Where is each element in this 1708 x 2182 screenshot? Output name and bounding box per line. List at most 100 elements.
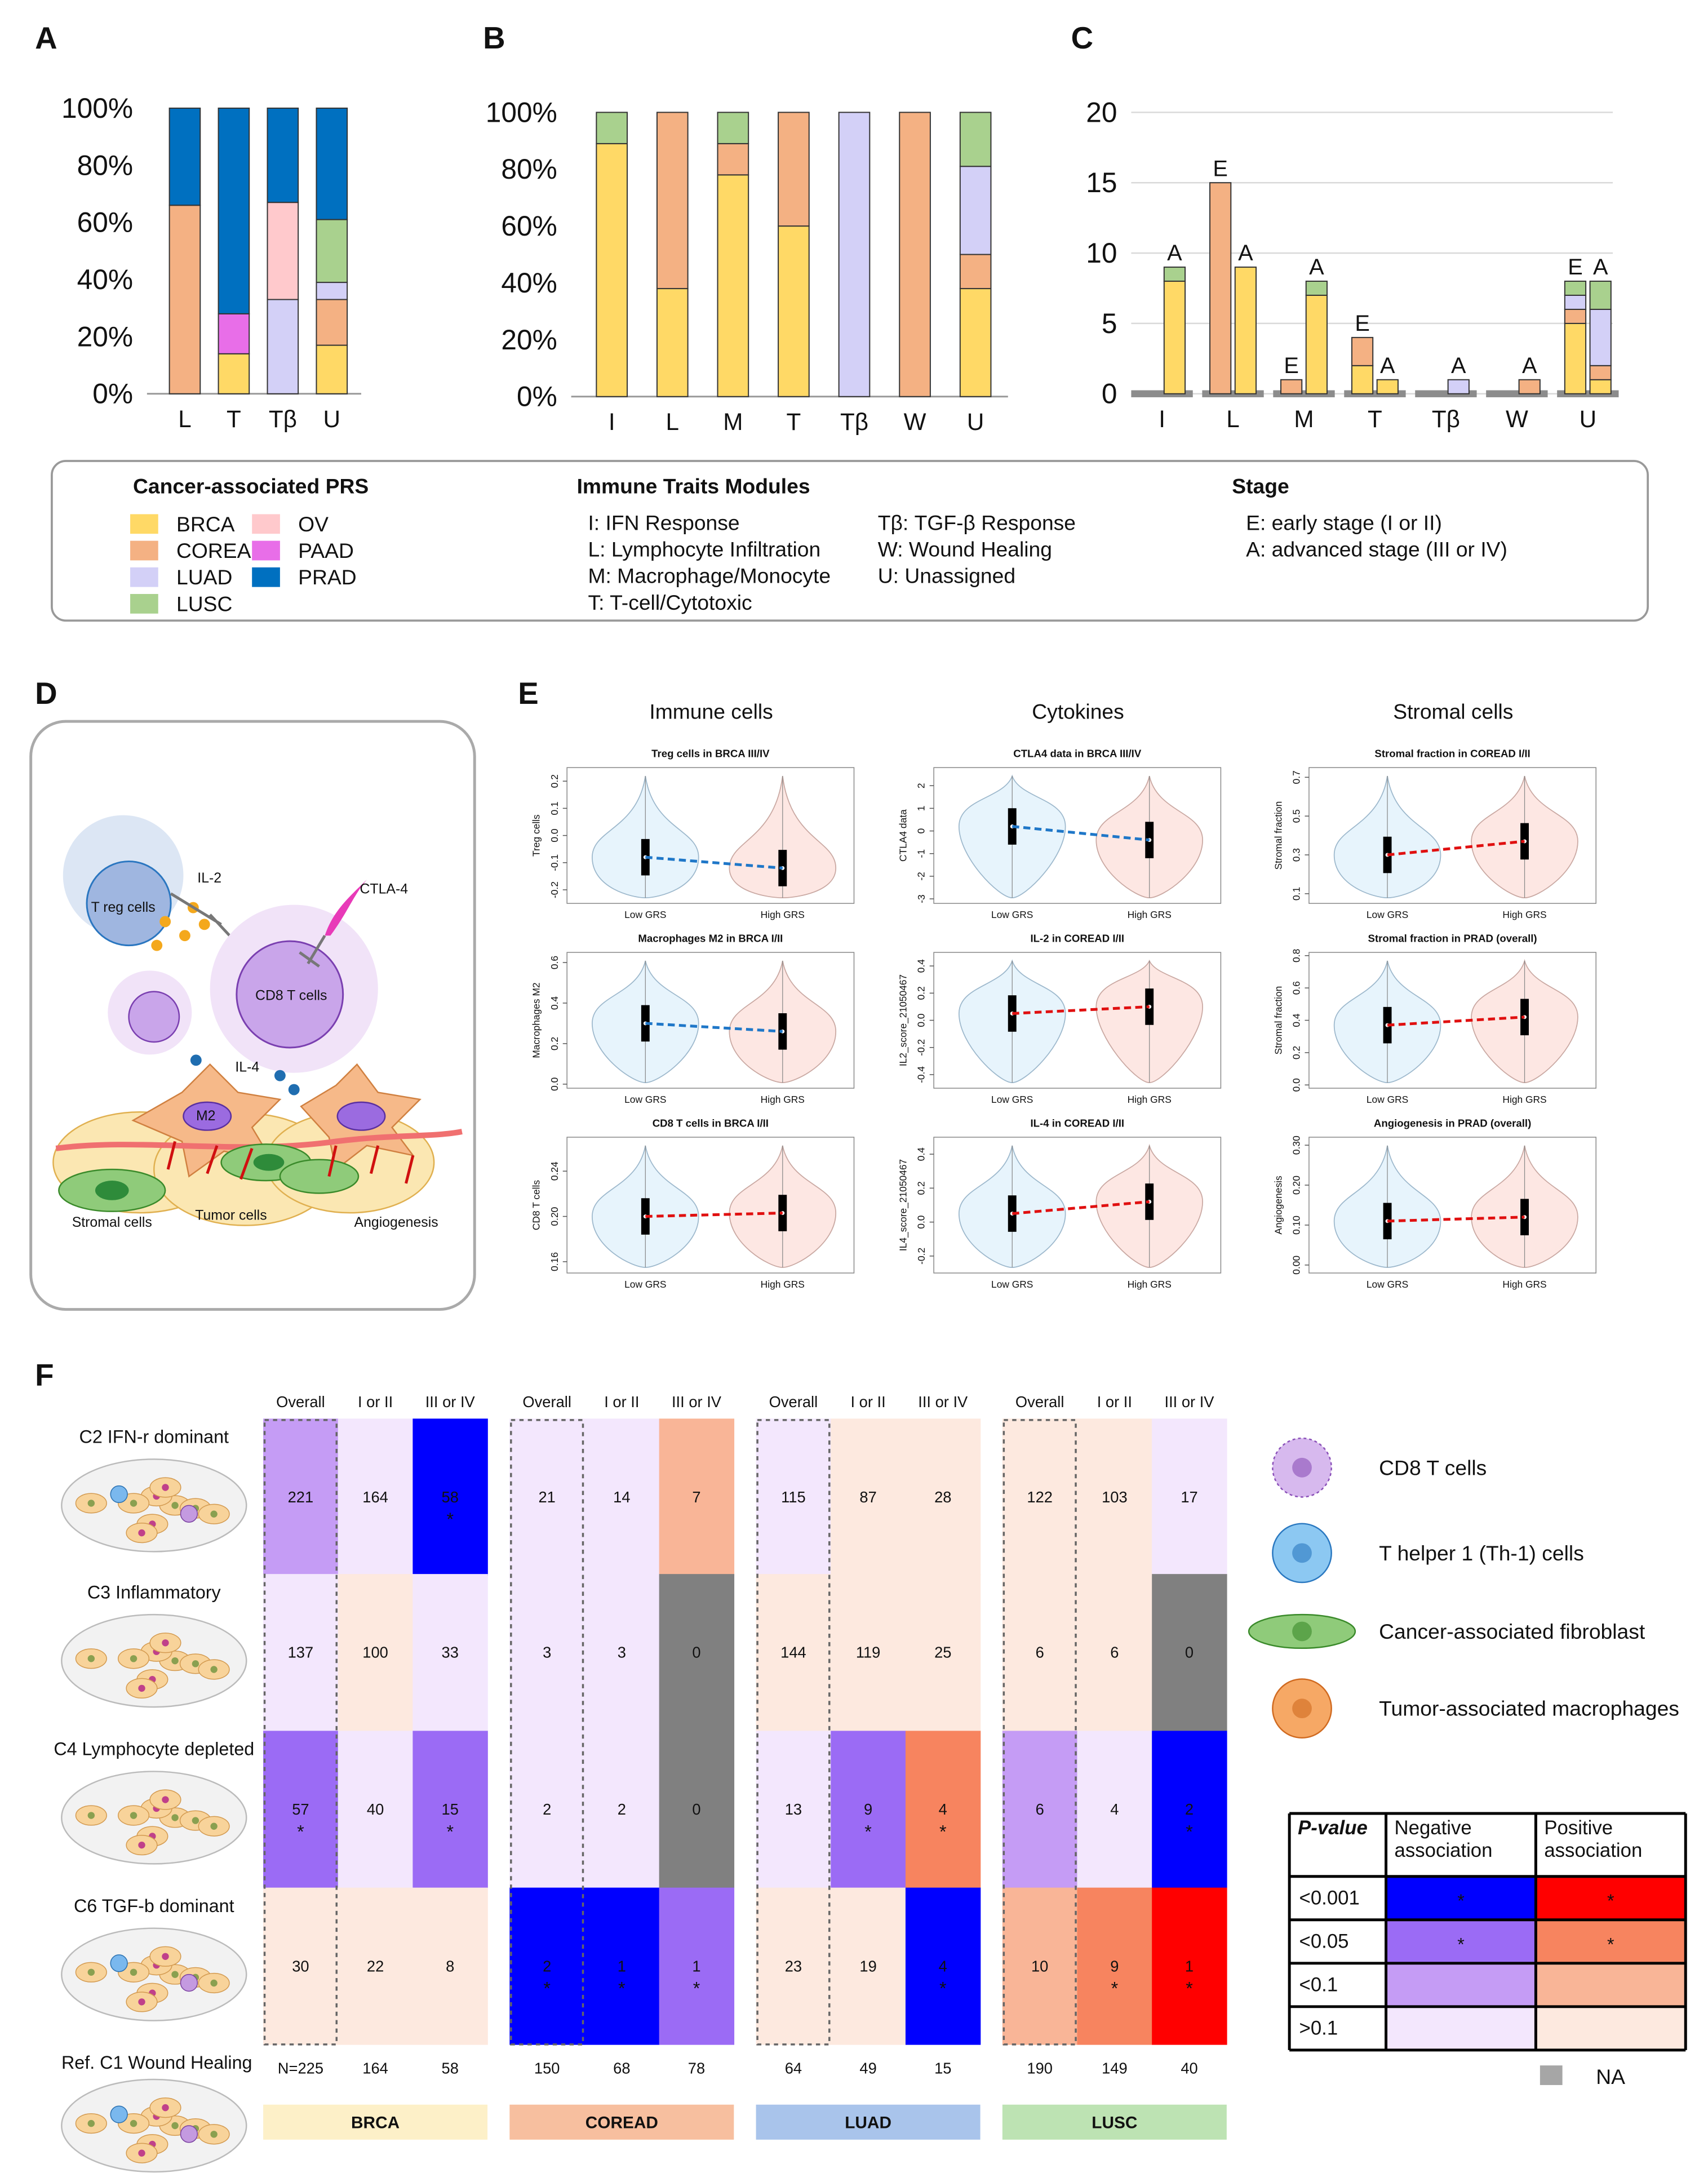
- y-tick-label: 80%: [501, 153, 557, 185]
- pvalue-header-text: P-value: [1298, 1816, 1368, 1839]
- dot: [151, 939, 163, 951]
- legend-label: OV: [298, 512, 329, 536]
- cell-value: 19: [859, 1957, 876, 1975]
- diagram-label: Tumor cells: [195, 1208, 267, 1223]
- y-tick-label: -1: [916, 849, 927, 858]
- cell-value: 0: [1185, 1644, 1194, 1661]
- cell-value: 4: [1110, 1800, 1119, 1818]
- legend-label: LUAD: [176, 565, 232, 589]
- cell-value: 0: [692, 1800, 700, 1818]
- panel-label: E: [518, 676, 538, 711]
- cell-star: *: [1186, 1821, 1193, 1842]
- cell-value: 23: [785, 1957, 802, 1975]
- dish-nucleus: [130, 1968, 137, 1976]
- bar-segment: [778, 112, 810, 227]
- bar-segment: [1518, 379, 1541, 394]
- trend-line: [1012, 1200, 1150, 1216]
- y-tick-label: 60%: [501, 210, 557, 242]
- pvalue-swatch: [1386, 1963, 1536, 2007]
- overall-outline: [510, 1419, 584, 2046]
- plot-title: Stromal fraction in PRAD (overall): [1368, 933, 1537, 944]
- bar-segment: [1589, 379, 1612, 394]
- heatmap-cell: [1002, 1418, 1078, 1576]
- cell-value: 25: [934, 1644, 951, 1661]
- cell-value: 122: [1027, 1488, 1053, 1506]
- dish-nucleus: [87, 2119, 95, 2127]
- cell-star: *: [939, 1821, 947, 1842]
- y-tick-label: 0.20: [549, 1207, 560, 1226]
- stage-label: A: [1167, 241, 1182, 265]
- pvalue-swatch: [1536, 1919, 1686, 1963]
- treg-cell: [86, 861, 172, 947]
- y-tick-label: 0.6: [549, 956, 560, 969]
- pvalue-label: <0.1: [1299, 1974, 1338, 1995]
- trend-line: [645, 1212, 783, 1218]
- pvalue-swatch: [1536, 2006, 1686, 2050]
- bar-segment: [1351, 365, 1374, 394]
- y-tick-label: 10: [1086, 237, 1117, 269]
- cell-star: *: [543, 1979, 551, 1999]
- n-label: 78: [688, 2060, 705, 2077]
- diagram-label: CD8 T cells: [255, 988, 327, 1004]
- x-tick-label: I: [609, 409, 615, 435]
- y-tick-label: 0.8: [1291, 949, 1302, 963]
- cell-icon-nucleus: [1292, 1621, 1312, 1642]
- bar-segment: [1564, 281, 1587, 296]
- dish-nucleus: [130, 1655, 137, 1662]
- dot: [159, 916, 171, 928]
- cell-type-label: T helper 1 (Th-1) cells: [1379, 1541, 1584, 1565]
- heatmap-cell: [756, 1418, 832, 1576]
- x-tick-label: High GRS: [1128, 1094, 1172, 1105]
- panel-label: A: [35, 21, 57, 55]
- heatmap-cell: [831, 1887, 906, 2045]
- row-label: C6 TGF-b dominant: [74, 1896, 234, 1916]
- legend-swatch: [130, 540, 158, 561]
- arrows: [166, 1141, 415, 1184]
- x-tick-label: W: [1506, 406, 1528, 432]
- cell-value: 4: [939, 1957, 947, 1975]
- pvalue-swatch: [1386, 1876, 1536, 1920]
- dish-immune: [180, 1973, 198, 1992]
- cell-star: *: [297, 1821, 304, 1842]
- y-axis-label: Treg cells: [531, 814, 542, 857]
- dish-nucleus: [162, 1953, 169, 1960]
- heatmap-cell: [263, 1731, 339, 1888]
- dish-nucleus: [171, 1502, 179, 1509]
- dish-nucleus: [162, 1639, 169, 1647]
- stage-label: E: [1568, 255, 1583, 280]
- heatmap-cell: [905, 1731, 981, 1888]
- y-tick-label: 0.10: [1291, 1216, 1302, 1235]
- bar-segment: [1447, 379, 1470, 394]
- dish-nucleus: [130, 1812, 137, 1819]
- cell-value: 6: [1110, 1644, 1119, 1661]
- group-label: LUAD: [845, 2114, 891, 2132]
- cell-icon-nucleus: [1292, 1698, 1312, 1719]
- y-tick-label: 0%: [517, 381, 557, 413]
- cell-value: 2: [543, 1957, 551, 1975]
- cell-value: 3: [543, 1644, 551, 1661]
- bar-segment: [656, 288, 689, 397]
- dot: [179, 930, 190, 942]
- group-bar: [509, 2104, 734, 2140]
- legend-swatch: [252, 567, 280, 587]
- y-tick-label: 0.1: [1291, 887, 1302, 901]
- n-label: 40: [1181, 2060, 1197, 2077]
- cell-value: 30: [292, 1957, 309, 1975]
- trend-line: [1012, 825, 1150, 842]
- y-tick-label: 0.0: [549, 829, 560, 842]
- heatmap-cell: [831, 1731, 906, 1888]
- dot: [198, 919, 210, 930]
- heatmap-cell: [338, 1731, 414, 1888]
- y-tick-label: 0.7: [1291, 770, 1302, 784]
- inhibition: [170, 892, 231, 937]
- dish-nucleus: [138, 1684, 145, 1692]
- cell-star: *: [1111, 1979, 1119, 1999]
- module-item: Tβ: TGF-β Response: [878, 511, 1076, 534]
- pvalue-star: *: [1607, 1891, 1614, 1911]
- plot-frame: [1308, 767, 1596, 904]
- x-tick-label: Low GRS: [991, 909, 1033, 920]
- heatmap-cell: [584, 1731, 660, 1888]
- bar-segment: [656, 112, 689, 290]
- cell-value: 103: [1102, 1488, 1128, 1506]
- y-tick-label: 0.0: [916, 1013, 927, 1027]
